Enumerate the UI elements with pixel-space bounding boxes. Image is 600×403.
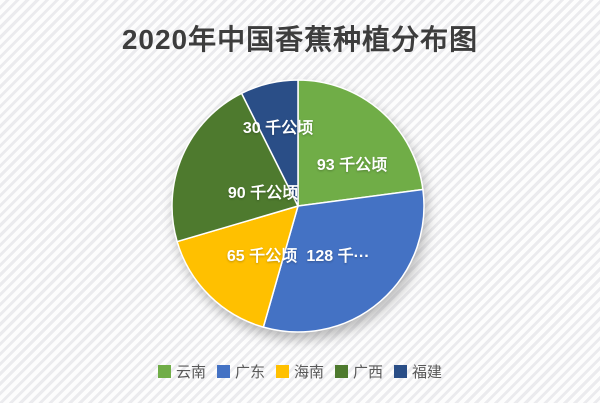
slice-label-guangxi: 90 千公顷 <box>227 185 299 202</box>
pie-slice-guangdong <box>262 188 425 333</box>
slice-label-guangdong: 128 千··· <box>306 248 370 265</box>
pie-slice-hainan <box>176 204 300 329</box>
legend-item-guangxi: 广西 <box>335 361 383 382</box>
pie-slice-yunnan <box>297 79 424 207</box>
pie-slice-fujian <box>240 79 299 207</box>
chart-title: 2020年中国香蕉种植分布图 <box>121 24 479 55</box>
pie-chart <box>171 79 425 333</box>
legend-item-fujian: 福建 <box>394 361 442 382</box>
legend-label: 福建 <box>412 364 443 381</box>
legend-item-guangdong: 广东 <box>216 361 265 382</box>
legend-swatch <box>157 365 171 378</box>
legend-label: 海南 <box>293 364 324 381</box>
legend-item-hainan: 海南 <box>275 361 324 382</box>
slice-label-yunnan: 93 千公顷 <box>316 157 388 174</box>
legend-label: 广东 <box>234 364 265 381</box>
legend-label: 云南 <box>175 364 206 381</box>
legend-item-yunnan: 云南 <box>157 361 206 382</box>
legend-swatch <box>335 365 348 378</box>
legend-swatch <box>394 365 408 378</box>
slice-label-hainan: 65 千公顷 <box>226 248 298 265</box>
slice-label-fujian: 30 千公顷 <box>242 120 314 137</box>
legend: 云南 广东 海南 广西 福建 <box>0 361 600 382</box>
legend-label: 广西 <box>353 364 384 381</box>
pie-slice-guangxi <box>171 92 300 243</box>
legend-swatch <box>216 365 230 378</box>
legend-swatch <box>275 365 289 378</box>
